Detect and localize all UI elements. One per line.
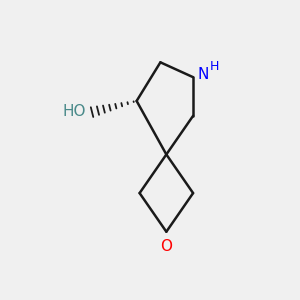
Text: O: O <box>160 239 172 254</box>
Text: N: N <box>198 67 209 82</box>
Text: H: H <box>209 60 219 73</box>
Text: HO: HO <box>63 104 86 119</box>
